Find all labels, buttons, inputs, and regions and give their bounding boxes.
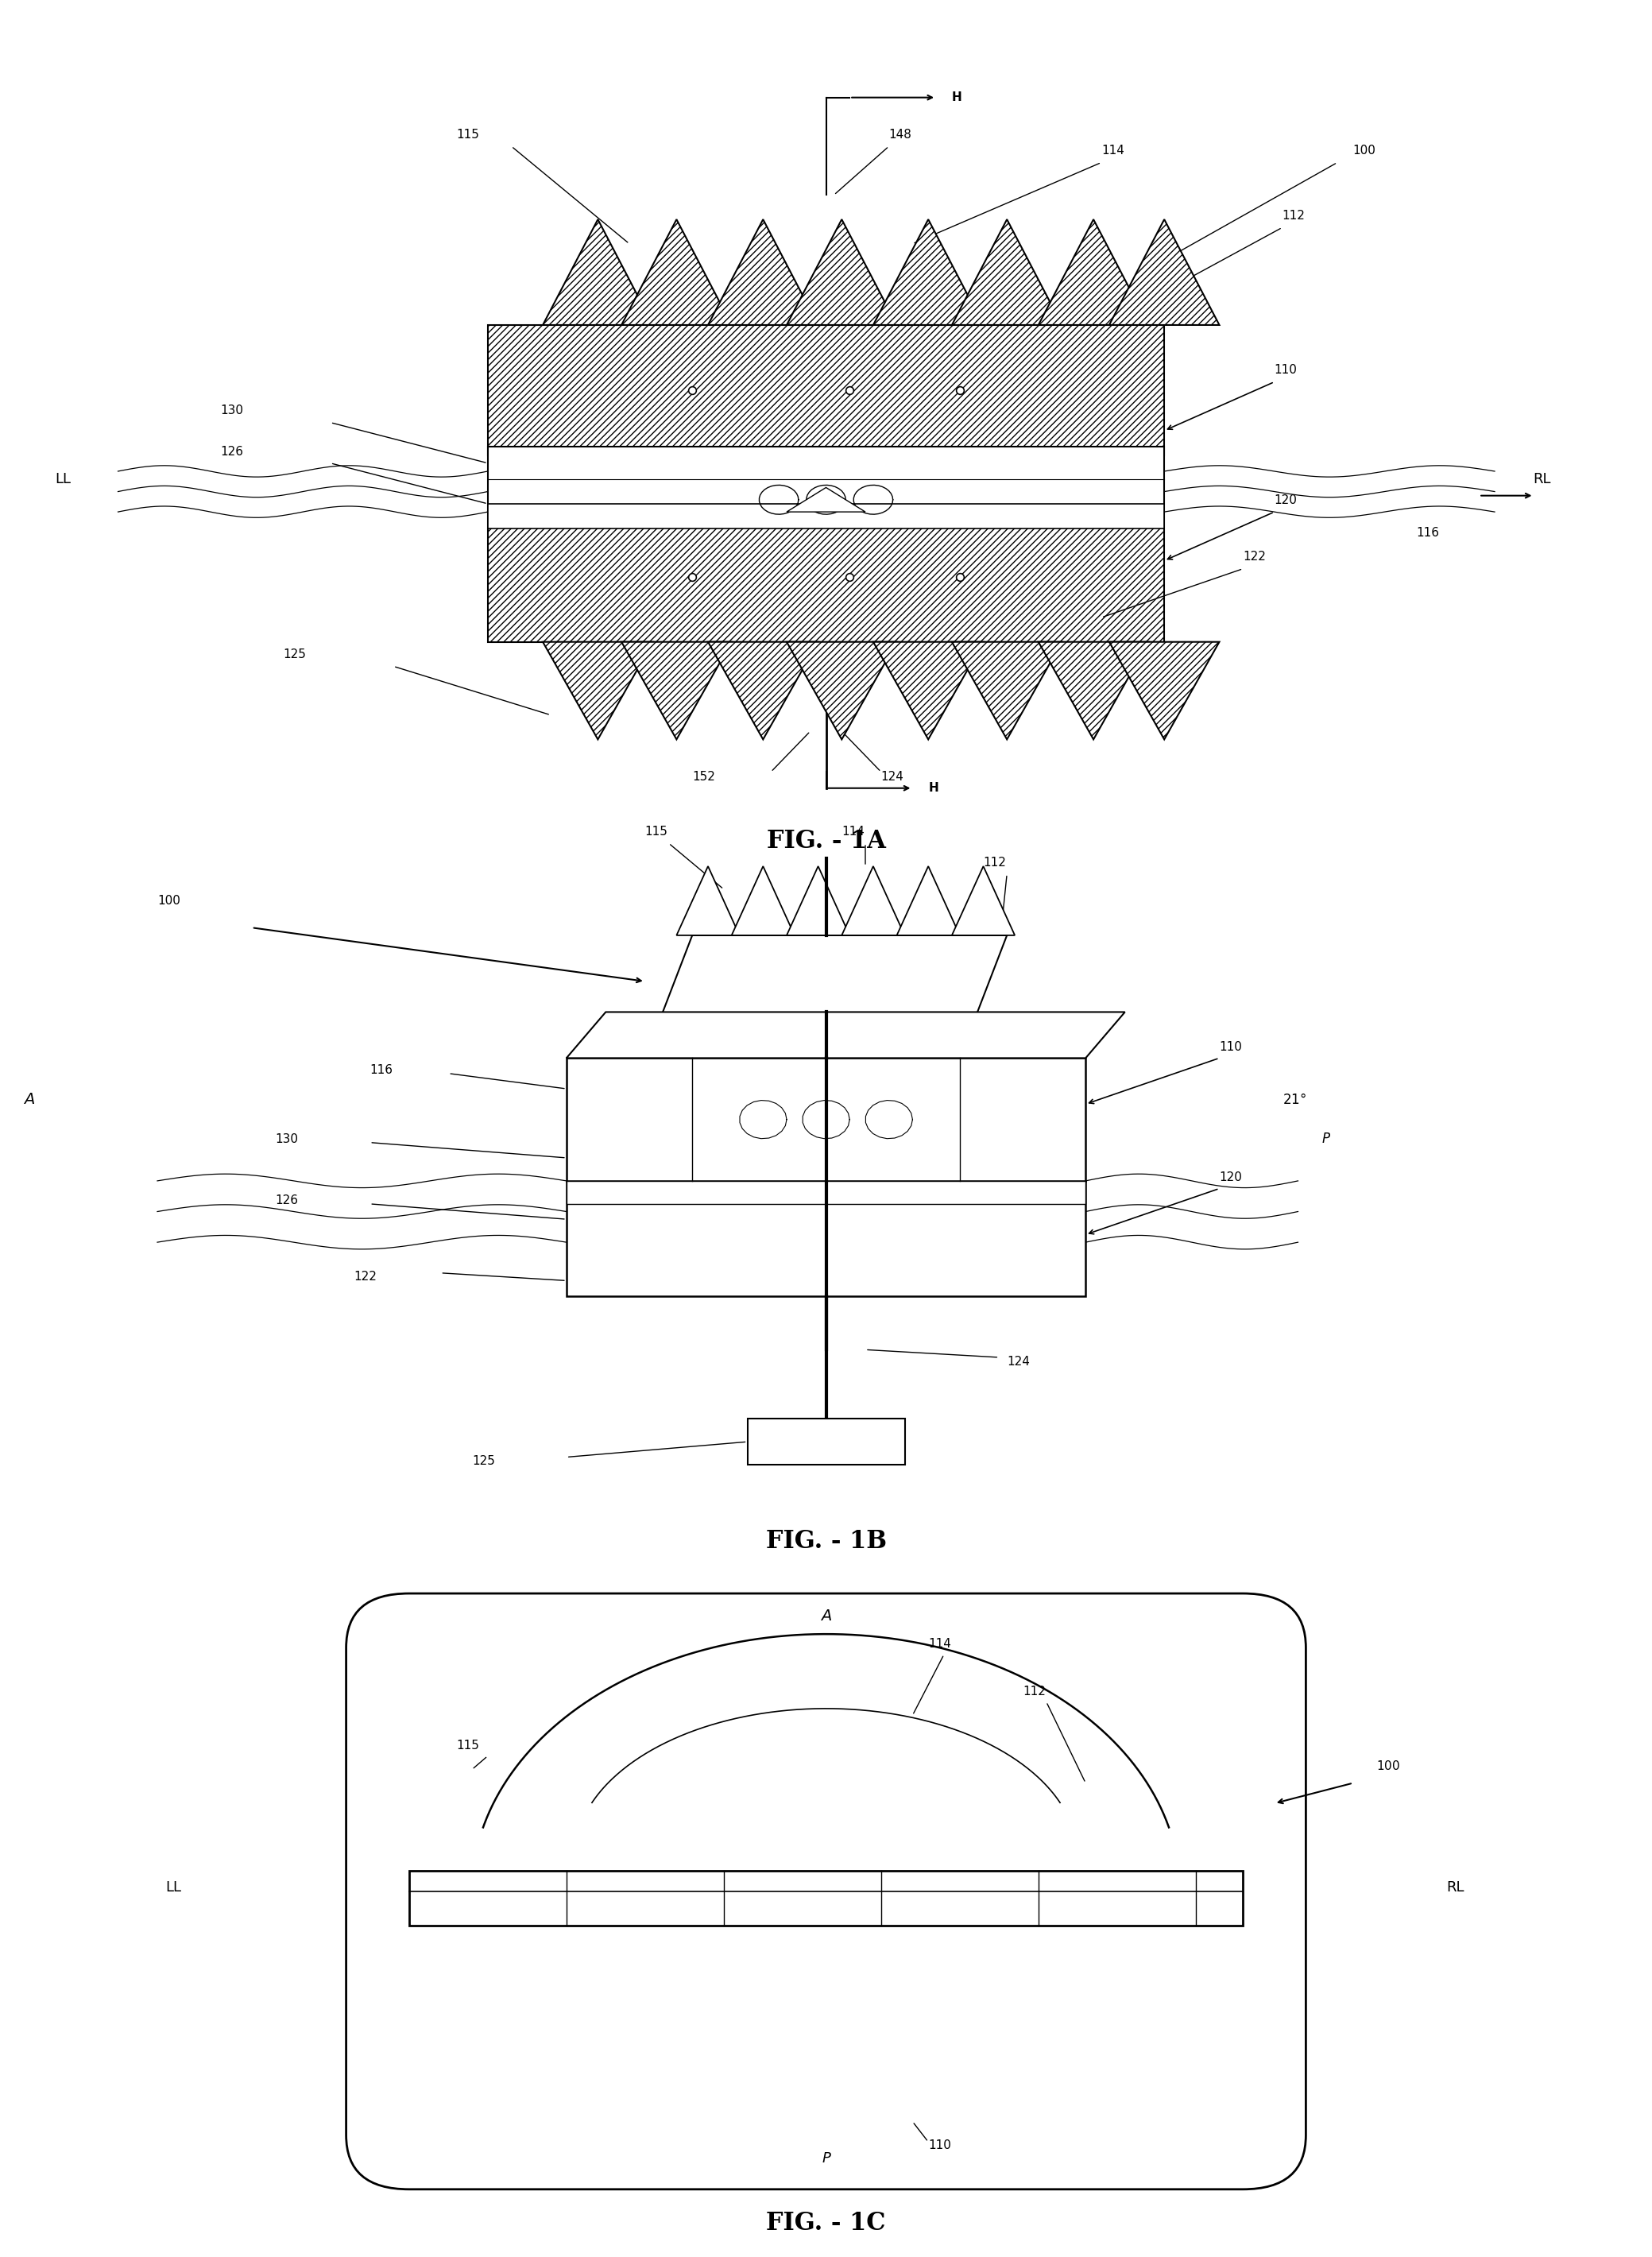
- Text: $100$: $100$: [1376, 1758, 1401, 1772]
- Bar: [487, 512, 1165, 641]
- Text: 152: 152: [692, 770, 715, 783]
- Polygon shape: [621, 219, 732, 325]
- Bar: [747, 1420, 905, 1465]
- Text: 114: 114: [1102, 144, 1125, 156]
- Polygon shape: [567, 1011, 1125, 1059]
- Text: 115: 115: [644, 826, 667, 837]
- Polygon shape: [677, 867, 740, 934]
- Text: 115: 115: [456, 129, 479, 140]
- Text: 122: 122: [1242, 551, 1265, 562]
- Text: 148: 148: [889, 129, 912, 140]
- Text: FIG. - 1B: FIG. - 1B: [765, 1530, 887, 1553]
- Text: 110: 110: [1274, 363, 1297, 377]
- Polygon shape: [1039, 641, 1148, 740]
- Polygon shape: [786, 219, 897, 325]
- Text: LL: LL: [165, 1880, 182, 1894]
- Bar: [567, 1180, 1085, 1203]
- Text: LL: LL: [55, 472, 71, 488]
- Text: 115: 115: [456, 1740, 479, 1751]
- Polygon shape: [952, 219, 1062, 325]
- Polygon shape: [732, 867, 795, 934]
- Text: $21°$: $21°$: [1282, 1092, 1307, 1108]
- Text: 130: 130: [276, 1133, 299, 1144]
- Text: H: H: [928, 783, 938, 794]
- Polygon shape: [786, 488, 866, 512]
- Polygon shape: [621, 641, 732, 740]
- Text: 116: 116: [1416, 526, 1439, 539]
- Polygon shape: [1108, 219, 1219, 325]
- Polygon shape: [786, 641, 897, 740]
- Text: 126: 126: [220, 445, 243, 458]
- Text: 112: 112: [1282, 210, 1305, 221]
- Bar: [487, 512, 1165, 641]
- Text: 100: 100: [1353, 144, 1376, 156]
- Text: 124: 124: [881, 770, 904, 783]
- Text: 130: 130: [220, 404, 243, 418]
- Polygon shape: [874, 641, 983, 740]
- Text: P: P: [1322, 1131, 1330, 1147]
- Polygon shape: [644, 934, 1008, 1059]
- Bar: [487, 325, 1165, 456]
- Polygon shape: [544, 219, 653, 325]
- FancyBboxPatch shape: [347, 1593, 1305, 2189]
- Polygon shape: [952, 641, 1062, 740]
- Polygon shape: [709, 641, 818, 740]
- Text: 114: 114: [928, 1639, 952, 1650]
- Polygon shape: [897, 867, 960, 934]
- Text: 116: 116: [370, 1063, 393, 1077]
- Polygon shape: [874, 219, 983, 325]
- Text: RL: RL: [1447, 1880, 1464, 1894]
- Text: 112: 112: [1023, 1686, 1046, 1697]
- Text: 120: 120: [1219, 1171, 1242, 1183]
- Text: H: H: [952, 93, 961, 104]
- Text: 122: 122: [354, 1271, 377, 1282]
- Bar: [567, 1059, 1085, 1180]
- Text: FIG. - 1C: FIG. - 1C: [767, 2212, 885, 2234]
- Polygon shape: [544, 641, 653, 740]
- Text: 126: 126: [276, 1194, 299, 1205]
- Text: 110: 110: [928, 2140, 952, 2151]
- Text: 120: 120: [1274, 494, 1297, 506]
- Polygon shape: [952, 867, 1014, 934]
- Text: A: A: [23, 1092, 35, 1108]
- Polygon shape: [1108, 641, 1219, 740]
- Polygon shape: [567, 1180, 1085, 1296]
- Text: 114: 114: [843, 826, 864, 837]
- Text: FIG. - 1A: FIG. - 1A: [767, 828, 885, 853]
- Bar: [487, 503, 1165, 528]
- Polygon shape: [843, 867, 905, 934]
- Text: 112: 112: [983, 858, 1006, 869]
- Text: 110: 110: [1219, 1040, 1242, 1052]
- Bar: [487, 447, 1165, 512]
- Text: A: A: [821, 1609, 831, 1623]
- Text: 125: 125: [282, 648, 306, 661]
- Text: P: P: [821, 2151, 831, 2164]
- Polygon shape: [709, 219, 818, 325]
- Polygon shape: [786, 867, 849, 934]
- Bar: [410, 1871, 1242, 1925]
- Text: 125: 125: [472, 1456, 496, 1467]
- Polygon shape: [1039, 219, 1148, 325]
- Text: 124: 124: [1008, 1356, 1029, 1368]
- Bar: [487, 325, 1165, 456]
- Text: 100: 100: [157, 896, 180, 907]
- Text: RL: RL: [1533, 472, 1551, 488]
